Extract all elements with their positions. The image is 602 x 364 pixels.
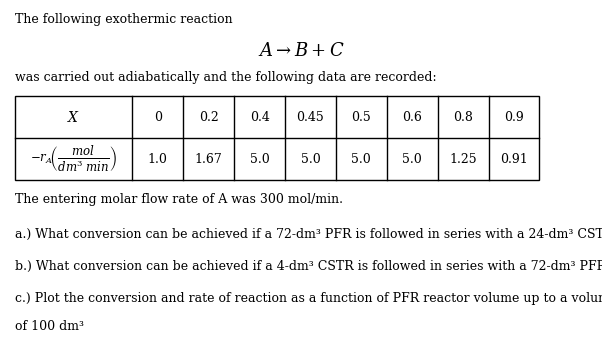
Text: 0.8: 0.8 [453,111,473,124]
Text: 0.2: 0.2 [199,111,219,124]
Text: 1.67: 1.67 [195,153,223,166]
Text: 0: 0 [154,111,162,124]
Text: 5.0: 5.0 [250,153,270,166]
Text: 0.45: 0.45 [297,111,324,124]
Text: 0.6: 0.6 [402,111,422,124]
Text: 1.0: 1.0 [148,153,168,166]
Text: $-r_A\!\left(\dfrac{mol}{dm^3\;min}\right)$: $-r_A\!\left(\dfrac{mol}{dm^3\;min}\righ… [30,145,117,174]
Text: 5.0: 5.0 [402,153,422,166]
Text: 5.0: 5.0 [300,153,320,166]
Text: The following exothermic reaction: The following exothermic reaction [15,13,233,26]
Text: 5.0: 5.0 [352,153,371,166]
Text: was carried out adiabatically and the following data are recorded:: was carried out adiabatically and the fo… [15,71,436,84]
Bar [15,96,539,180]
Text: $A \rightarrow B + C$: $A \rightarrow B + C$ [258,42,344,60]
Text: 0.5: 0.5 [352,111,371,124]
Text: 0.4: 0.4 [250,111,270,124]
Text: b.) What conversion can be achieved if a 4-dm³ CSTR is followed in series with a: b.) What conversion can be achieved if a… [15,260,602,273]
Text: 0.9: 0.9 [504,111,524,124]
Text: c.) Plot the conversion and rate of reaction as a function of PFR reactor volume: c.) Plot the conversion and rate of reac… [15,292,602,305]
Text: of 100 dm³: of 100 dm³ [15,320,84,333]
Text: The entering molar flow rate of A was 300 mol/min.: The entering molar flow rate of A was 30… [15,193,343,206]
Text: $X$: $X$ [67,110,80,125]
Text: 0.91: 0.91 [500,153,528,166]
Text: a.) What conversion can be achieved if a 72-dm³ PFR is followed in series with a: a.) What conversion can be achieved if a… [15,228,602,241]
Text: 1.25: 1.25 [449,153,477,166]
